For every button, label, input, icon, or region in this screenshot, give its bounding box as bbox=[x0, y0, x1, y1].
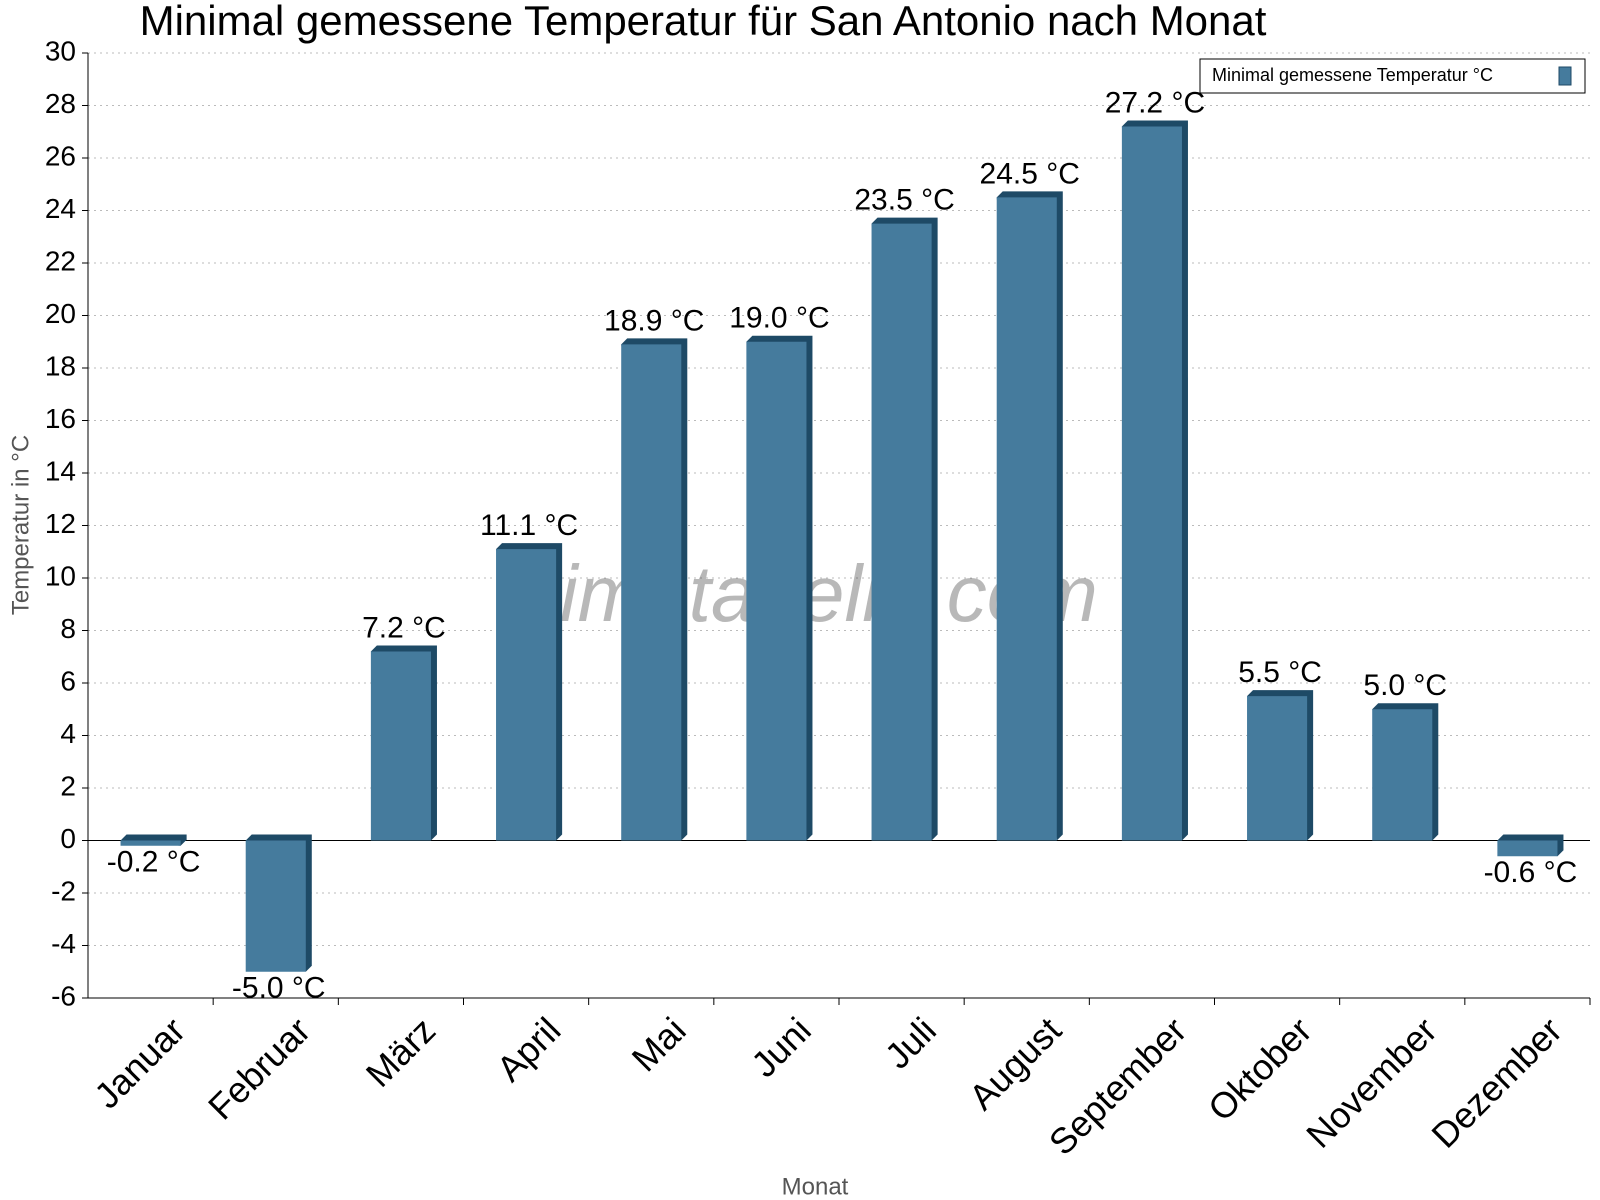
data-label: 27.2 °C bbox=[1105, 86, 1205, 119]
y-tick-label: 26 bbox=[45, 140, 76, 171]
bar bbox=[245, 840, 306, 972]
legend-label: Minimal gemessene Temperatur °C bbox=[1212, 65, 1493, 85]
data-label: -0.6 °C bbox=[1484, 856, 1578, 889]
y-tick-label: 28 bbox=[45, 88, 76, 119]
y-tick-label: 30 bbox=[45, 35, 76, 66]
y-tick-label: 8 bbox=[60, 613, 76, 644]
data-label: -0.2 °C bbox=[107, 846, 201, 879]
x-tick-label: Juni bbox=[743, 1009, 819, 1085]
y-tick-label: 4 bbox=[60, 718, 76, 749]
bar bbox=[1372, 709, 1433, 841]
x-tick-label: Juli bbox=[877, 1009, 944, 1076]
bar bbox=[496, 549, 557, 841]
y-tick-label: 24 bbox=[45, 193, 76, 224]
y-tick-label: 10 bbox=[45, 560, 76, 591]
x-tick-label: November bbox=[1298, 1009, 1444, 1155]
bar bbox=[746, 341, 807, 841]
data-label: 24.5 °C bbox=[980, 157, 1080, 190]
x-tick-label: März bbox=[358, 1009, 444, 1095]
data-label: 7.2 °C bbox=[362, 611, 446, 644]
y-tick-label: -2 bbox=[51, 875, 76, 906]
data-label: 5.0 °C bbox=[1363, 669, 1447, 702]
legend-box bbox=[1199, 58, 1586, 94]
data-label: -5.0 °C bbox=[232, 972, 326, 1005]
x-tick-label: Mai bbox=[624, 1009, 694, 1079]
x-tick-label: Oktober bbox=[1200, 1009, 1320, 1129]
chart-title: Minimal gemessene Temperatur für San Ant… bbox=[140, 0, 1267, 44]
data-label: 5.5 °C bbox=[1238, 656, 1322, 689]
y-tick-label: -6 bbox=[51, 980, 76, 1011]
bar bbox=[120, 840, 181, 846]
y-tick-label: -4 bbox=[51, 928, 76, 959]
bar bbox=[871, 223, 932, 841]
x-axis-label: Monat bbox=[782, 1173, 849, 1200]
bar bbox=[1247, 696, 1308, 841]
data-label: 11.1 °C bbox=[480, 509, 578, 542]
x-tick-label: Januar bbox=[86, 1009, 193, 1116]
x-tick-label: August bbox=[961, 1009, 1069, 1117]
data-label: 19.0 °C bbox=[729, 302, 829, 335]
bar bbox=[996, 197, 1057, 841]
y-axis-label: Temperatur in °C bbox=[7, 435, 34, 615]
bar bbox=[621, 344, 682, 841]
y-tick-label: 16 bbox=[45, 403, 76, 434]
x-tick-label: Februar bbox=[200, 1009, 318, 1127]
y-tick-label: 6 bbox=[60, 665, 76, 696]
y-tick-label: 2 bbox=[60, 770, 76, 801]
y-tick-label: 0 bbox=[60, 823, 76, 854]
y-tick-label: 12 bbox=[45, 508, 76, 539]
x-tick-label: September bbox=[1041, 1009, 1195, 1163]
y-tick-label: 14 bbox=[45, 455, 76, 486]
y-tick-label: 22 bbox=[45, 245, 76, 276]
legend-swatch bbox=[1558, 66, 1572, 86]
x-tick-label: April bbox=[489, 1009, 569, 1089]
x-tick-label: Dezember bbox=[1423, 1009, 1569, 1155]
bar bbox=[1121, 126, 1182, 841]
y-tick-label: 20 bbox=[45, 298, 76, 329]
y-tick-label: 18 bbox=[45, 350, 76, 381]
data-label: 18.9 °C bbox=[604, 304, 704, 337]
data-label: 23.5 °C bbox=[854, 184, 954, 217]
bar bbox=[1497, 840, 1558, 857]
bar bbox=[370, 651, 431, 841]
